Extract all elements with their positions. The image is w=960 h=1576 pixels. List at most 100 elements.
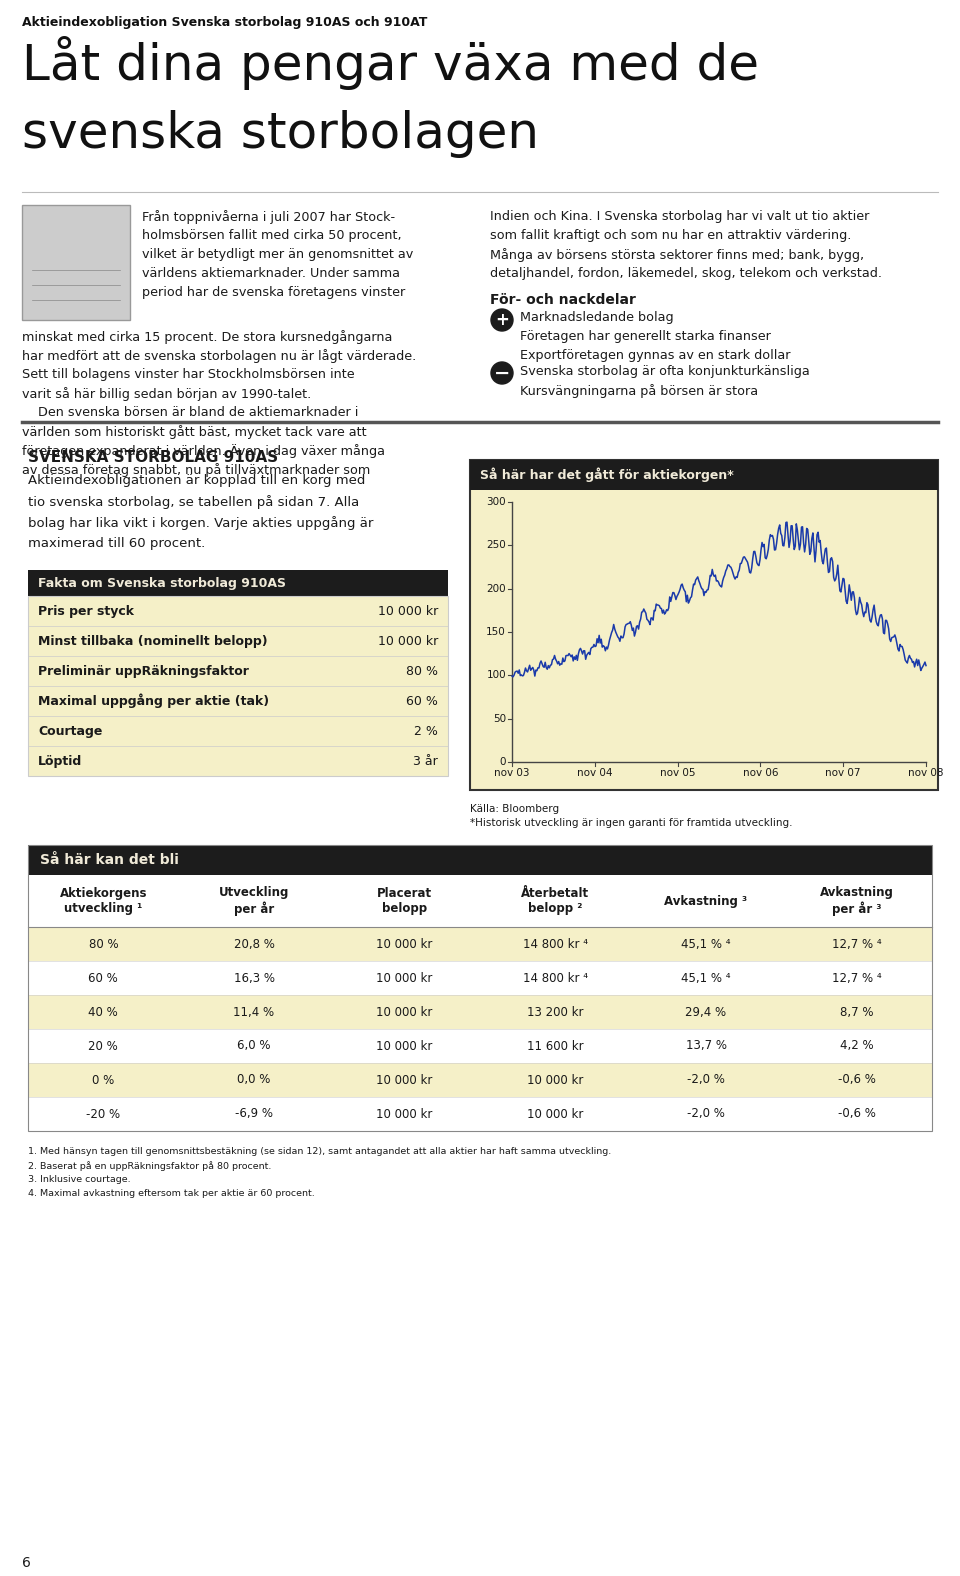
Text: 0 %: 0 % [92, 1073, 114, 1086]
Text: Låt dina pengar växa med de: Låt dina pengar växa med de [22, 36, 759, 90]
Text: SVENSKA STORBOLAG 910AS: SVENSKA STORBOLAG 910AS [28, 451, 278, 465]
Text: världen som historiskt gått bäst, mycket tack vare att: världen som historiskt gått bäst, mycket… [22, 426, 367, 440]
FancyBboxPatch shape [28, 1029, 932, 1062]
Text: Marknadsledande bolag: Marknadsledande bolag [520, 310, 674, 325]
Text: 150: 150 [487, 627, 506, 637]
Text: 0: 0 [499, 756, 506, 768]
Text: Sett till bolagens vinster har Stockholmsbörsen inte: Sett till bolagens vinster har Stockholm… [22, 369, 354, 381]
FancyBboxPatch shape [28, 845, 932, 875]
Text: 14 800 kr ⁴: 14 800 kr ⁴ [523, 938, 588, 950]
Text: som fallit kraftigt och som nu har en attraktiv värdering.: som fallit kraftigt och som nu har en at… [490, 229, 852, 243]
Text: 13,7 %: 13,7 % [685, 1040, 727, 1053]
Text: 60 %: 60 % [406, 695, 438, 708]
Text: Så här kan det bli: Så här kan det bli [40, 853, 179, 867]
Circle shape [491, 362, 513, 385]
Text: nov 06: nov 06 [743, 768, 779, 779]
Text: Preliminär uppRäkningsfaktor: Preliminär uppRäkningsfaktor [38, 665, 249, 678]
Text: Den svenska börsen är bland de aktiemarknader i: Den svenska börsen är bland de aktiemark… [22, 407, 358, 419]
Text: 45,1 % ⁴: 45,1 % ⁴ [682, 938, 731, 950]
Text: 80 %: 80 % [88, 938, 118, 950]
Text: 20 %: 20 % [88, 1040, 118, 1053]
Text: 10 000 kr: 10 000 kr [527, 1073, 584, 1086]
Text: -2,0 %: -2,0 % [687, 1073, 725, 1086]
Text: 3. Inklusive courtage.: 3. Inklusive courtage. [28, 1176, 131, 1184]
Text: För- och nackdelar: För- och nackdelar [490, 293, 636, 307]
Text: period har de svenska företagens vinster: period har de svenska företagens vinster [142, 285, 405, 299]
Text: varit så här billig sedan början av 1990-talet.: varit så här billig sedan början av 1990… [22, 388, 311, 400]
Text: Företagen har generellt starka finanser: Företagen har generellt starka finanser [520, 329, 771, 344]
Text: 10 000 kr: 10 000 kr [376, 1073, 433, 1086]
Text: bolag har lika vikt i korgen. Varje akties uppgång är: bolag har lika vikt i korgen. Varje akti… [28, 515, 373, 530]
FancyBboxPatch shape [28, 1062, 932, 1097]
Text: Aktieindexobligationen är kopplad till en korg med: Aktieindexobligationen är kopplad till e… [28, 474, 366, 487]
Text: 12,7 % ⁴: 12,7 % ⁴ [832, 971, 881, 985]
Text: 11 600 kr: 11 600 kr [527, 1040, 584, 1053]
Text: Återbetalt
belopp ²: Återbetalt belopp ² [521, 887, 589, 916]
Text: -20 %: -20 % [86, 1108, 120, 1121]
Text: 10 000 kr: 10 000 kr [376, 938, 433, 950]
Text: 50: 50 [492, 714, 506, 723]
FancyBboxPatch shape [470, 460, 938, 490]
FancyBboxPatch shape [28, 994, 932, 1029]
Text: 10 000 kr: 10 000 kr [376, 971, 433, 985]
Text: Aktiekorgens
utveckling ¹: Aktiekorgens utveckling ¹ [60, 887, 147, 916]
Text: nov 05: nov 05 [660, 768, 695, 779]
Text: 2 %: 2 % [414, 725, 438, 738]
Text: vilket är betydligt mer än genomsnittet av: vilket är betydligt mer än genomsnittet … [142, 247, 413, 262]
Text: 11,4 %: 11,4 % [233, 1005, 275, 1018]
Text: 6: 6 [22, 1556, 31, 1570]
Text: 13 200 kr: 13 200 kr [527, 1005, 584, 1018]
Text: 40 %: 40 % [88, 1005, 118, 1018]
FancyBboxPatch shape [22, 205, 130, 320]
FancyBboxPatch shape [28, 875, 932, 927]
Text: 60 %: 60 % [88, 971, 118, 985]
Text: 200: 200 [487, 583, 506, 594]
Text: 45,1 % ⁴: 45,1 % ⁴ [682, 971, 731, 985]
Text: av dessa företag snabbt, nu på tillväxtmarknader som: av dessa företag snabbt, nu på tillväxtm… [22, 463, 371, 478]
Text: Placerat
belopp: Placerat belopp [377, 887, 432, 916]
Text: 4,2 %: 4,2 % [840, 1040, 874, 1053]
Text: 300: 300 [487, 496, 506, 507]
Text: företagen expanderat i världen. Även i dag växer många: företagen expanderat i världen. Även i d… [22, 444, 385, 459]
Text: 10 000 kr: 10 000 kr [377, 635, 438, 648]
Text: 10 000 kr: 10 000 kr [376, 1108, 433, 1121]
Text: Från toppnivåerna i juli 2007 har Stock-: Från toppnivåerna i juli 2007 har Stock- [142, 210, 396, 224]
Text: 3 år: 3 år [413, 755, 438, 768]
Circle shape [491, 309, 513, 331]
Text: -6,9 %: -6,9 % [235, 1108, 273, 1121]
FancyBboxPatch shape [28, 1097, 932, 1132]
Text: minskat med cirka 15 procent. De stora kursnedgångarna: minskat med cirka 15 procent. De stora k… [22, 329, 393, 344]
Text: 16,3 %: 16,3 % [233, 971, 275, 985]
Text: Aktieindexobligation Svenska storbolag 910AS och 910AT: Aktieindexobligation Svenska storbolag 9… [22, 16, 427, 28]
Text: -0,6 %: -0,6 % [838, 1073, 876, 1086]
Text: -0,6 %: -0,6 % [838, 1108, 876, 1121]
Text: 0,0 %: 0,0 % [237, 1073, 271, 1086]
Text: tio svenska storbolag, se tabellen på sidan 7. Alla: tio svenska storbolag, se tabellen på si… [28, 495, 359, 509]
Text: Utveckling
per år: Utveckling per år [219, 886, 289, 916]
FancyBboxPatch shape [28, 927, 932, 961]
Text: 10 000 kr: 10 000 kr [527, 1108, 584, 1121]
Text: 100: 100 [487, 670, 506, 681]
Text: Pris per styck: Pris per styck [38, 605, 134, 618]
Text: världens aktiemarknader. Under samma: världens aktiemarknader. Under samma [142, 266, 400, 281]
Text: Avkastning
per år ³: Avkastning per år ³ [820, 886, 894, 916]
Text: nov 04: nov 04 [577, 768, 612, 779]
Text: nov 07: nov 07 [826, 768, 861, 779]
FancyBboxPatch shape [28, 596, 448, 775]
Text: Courtage: Courtage [38, 725, 103, 738]
FancyBboxPatch shape [28, 961, 932, 994]
Text: *Historisk utveckling är ingen garanti för framtida utveckling.: *Historisk utveckling är ingen garanti f… [470, 818, 793, 827]
Text: 14 800 kr ⁴: 14 800 kr ⁴ [523, 971, 588, 985]
Text: nov 08: nov 08 [908, 768, 944, 779]
Text: Kursvängningarna på börsen är stora: Kursvängningarna på börsen är stora [520, 385, 758, 399]
Text: Minst tillbaka (nominellt belopp): Minst tillbaka (nominellt belopp) [38, 635, 268, 648]
Text: 250: 250 [487, 541, 506, 550]
Text: Så här har det gått för aktiekorgen*: Så här har det gått för aktiekorgen* [480, 468, 733, 482]
Text: maximerad till 60 procent.: maximerad till 60 procent. [28, 537, 205, 550]
Text: Många av börsens största sektorer finns med; bank, bygg,: Många av börsens största sektorer finns … [490, 247, 864, 262]
Text: har medfört att de svenska storbolagen nu är lågt värderade.: har medfört att de svenska storbolagen n… [22, 348, 417, 362]
FancyBboxPatch shape [28, 571, 448, 596]
Text: 10 000 kr: 10 000 kr [377, 605, 438, 618]
Text: 1. Med hänsyn tagen till genomsnittsbestäkning (se sidan 12), samt antagandet at: 1. Med hänsyn tagen till genomsnittsbest… [28, 1147, 612, 1157]
Text: Indien och Kina. I Svenska storbolag har vi valt ut tio aktier: Indien och Kina. I Svenska storbolag har… [490, 210, 870, 222]
